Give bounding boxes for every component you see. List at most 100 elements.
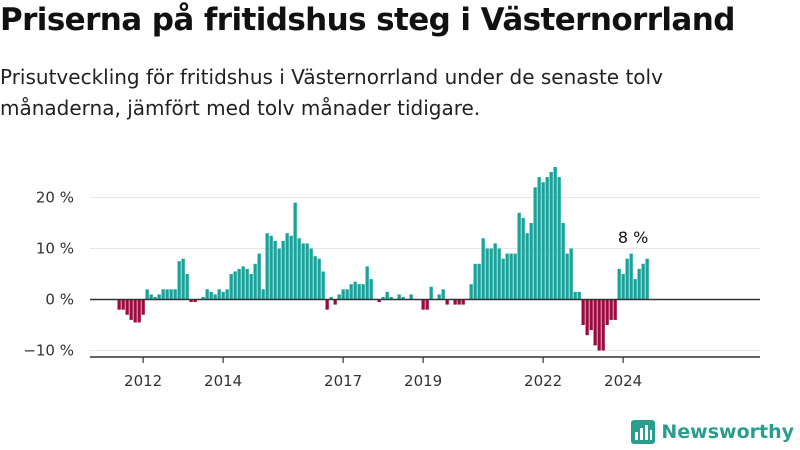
- bar: [353, 281, 357, 300]
- bar: [205, 289, 209, 300]
- bar: [361, 284, 365, 300]
- bar: [377, 299, 381, 303]
- bar: [297, 238, 301, 300]
- bar: [285, 233, 289, 300]
- bar: [441, 289, 445, 300]
- y-tick-label: −10 %: [23, 342, 74, 360]
- bar: [153, 296, 157, 300]
- bar: [249, 274, 253, 300]
- bar: [561, 223, 565, 300]
- bar: [609, 299, 613, 320]
- bar: [469, 284, 473, 300]
- bar: [293, 202, 297, 300]
- bar: [613, 299, 617, 320]
- bar: [317, 258, 321, 300]
- bar: [221, 291, 225, 300]
- bar: [553, 166, 557, 300]
- bar: [145, 289, 149, 300]
- bar: [333, 299, 337, 305]
- bar: [565, 253, 569, 300]
- bar: [209, 291, 213, 300]
- bar: [369, 279, 373, 300]
- bar: [517, 212, 521, 300]
- bar: [545, 177, 549, 300]
- bar: [253, 263, 257, 300]
- bar: [429, 286, 433, 300]
- bar: [365, 266, 369, 300]
- bar: [137, 299, 141, 323]
- tick-labels: 20 % 10 % 0 % −10 % 2012 2014 2017 2019 2022 2024…: [23, 189, 648, 391]
- bar: [401, 296, 405, 300]
- bar: [121, 299, 125, 310]
- bar: [277, 248, 281, 300]
- bar: [265, 233, 269, 300]
- bar: [513, 253, 517, 300]
- bar: [325, 299, 329, 310]
- bar: [161, 289, 165, 300]
- bar: [149, 294, 153, 300]
- bar: [445, 299, 449, 305]
- bar: [605, 299, 609, 325]
- bar: [581, 299, 585, 325]
- bar: [489, 248, 493, 300]
- newsworthy-logo-icon: [631, 420, 656, 444]
- bar: [601, 299, 605, 351]
- bar: [645, 258, 649, 300]
- bar: [525, 233, 529, 300]
- bar: [521, 217, 525, 300]
- bar: [621, 274, 625, 300]
- bar: [129, 299, 133, 320]
- y-tick-label: 0 %: [45, 291, 74, 309]
- bar: [597, 299, 601, 351]
- bar: [165, 289, 169, 300]
- x-tick-label: 2024: [604, 372, 642, 390]
- brand-logo[interactable]: Newsworthy: [631, 417, 794, 447]
- bar: [593, 299, 597, 346]
- bar: [237, 268, 241, 300]
- bar: [141, 299, 145, 315]
- chart-title: Priserna på fritidshus steg i Västernorr…: [0, 2, 735, 38]
- bar: [477, 263, 481, 300]
- bar: [289, 235, 293, 300]
- x-tick-label: 2012: [124, 372, 162, 390]
- bar: [509, 253, 513, 300]
- bar: [169, 289, 173, 300]
- bar: [201, 296, 205, 300]
- bar: [329, 296, 333, 300]
- bar: [537, 177, 541, 300]
- bar: [313, 256, 317, 300]
- bar: [397, 294, 401, 300]
- bar: [473, 263, 477, 300]
- bar: [261, 289, 265, 300]
- bar: [461, 299, 465, 305]
- bar: [617, 268, 621, 300]
- bar: [577, 291, 581, 300]
- chart-subtitle: Prisutveckling för fritidshus i Västerno…: [0, 65, 663, 120]
- bar: [185, 274, 189, 300]
- last-value-annotation: 8 %: [618, 228, 648, 247]
- bar: [437, 294, 441, 300]
- bar: [389, 296, 393, 300]
- bar: [493, 243, 497, 300]
- bar: [257, 253, 261, 300]
- bar: [573, 291, 577, 300]
- bar: [241, 266, 245, 300]
- bar: [309, 248, 313, 300]
- x-tick-label: 2014: [204, 372, 242, 390]
- bar: [633, 279, 637, 300]
- bar: [425, 299, 429, 310]
- bar: [533, 187, 537, 300]
- y-tick-label: 20 %: [36, 189, 74, 207]
- bar: [217, 289, 221, 300]
- bar: [229, 274, 233, 300]
- bar: [157, 294, 161, 300]
- bar: [321, 271, 325, 300]
- x-tick-label: 2019: [404, 372, 442, 390]
- bar: [181, 258, 185, 300]
- bar: [501, 258, 505, 300]
- bar: [345, 289, 349, 300]
- bar: [213, 294, 217, 300]
- bar: [625, 258, 629, 300]
- brand-name: Newsworthy: [661, 421, 794, 443]
- bar: [341, 289, 345, 300]
